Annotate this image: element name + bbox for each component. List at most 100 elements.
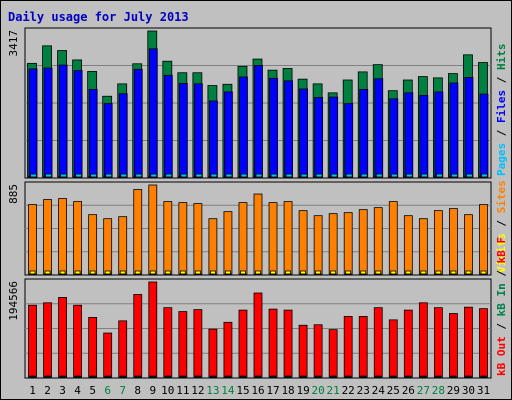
bar-files-6 (103, 103, 113, 178)
legend-separator: / (495, 316, 508, 336)
bar-visits-4 (74, 270, 81, 275)
bar-kb-in-16 (255, 375, 261, 378)
bar-sites-29 (449, 208, 458, 275)
bar-kb-f-30 (464, 306, 473, 378)
x-tick-label-30: 30 (462, 384, 475, 397)
bar-files-18 (284, 80, 293, 178)
bar-kb-in-3 (59, 375, 66, 378)
bar-visits-1 (29, 270, 36, 275)
bar-files-10 (163, 74, 173, 178)
bar-kb-f-31 (479, 308, 488, 378)
bar-pages-18 (285, 173, 293, 178)
bar-pages-20 (315, 173, 323, 178)
bar-kb-in-15 (240, 375, 246, 378)
bar-files-25 (389, 98, 399, 178)
bar-kb-f-26 (403, 309, 413, 378)
bar-sites-2 (43, 199, 52, 275)
bar-sites-23 (358, 209, 368, 275)
bar-sites-16 (253, 193, 263, 275)
bar-pages-23 (360, 173, 368, 178)
x-tick-label-5: 5 (89, 384, 96, 397)
bar-files-13 (209, 100, 218, 178)
bar-kb-f-8 (133, 294, 143, 378)
bar-files-4 (73, 70, 83, 178)
bar-kb-in-4 (74, 375, 81, 378)
bar-files-1 (28, 68, 38, 178)
bar-visits-22 (345, 270, 352, 275)
bar-kb-f-14 (223, 321, 233, 378)
bar-kb-f-2 (43, 302, 52, 378)
x-tick-label-10: 10 (161, 384, 174, 397)
bar-visits-19 (300, 270, 306, 275)
bar-kb-f-23 (358, 316, 368, 378)
bar-sites-21 (328, 213, 338, 275)
bar-kb-in-31 (480, 375, 487, 378)
bar-kb-f-3 (58, 297, 67, 378)
bar-visits-2 (44, 270, 51, 275)
bar-visits-26 (405, 270, 412, 275)
x-tick-label-16: 16 (251, 384, 264, 397)
legend-entry-visits: Visits (495, 233, 508, 273)
bar-pages-25 (390, 173, 398, 178)
x-tick-label-12: 12 (191, 384, 204, 397)
bar-visits-18 (285, 270, 291, 275)
bar-sites-26 (403, 215, 413, 275)
x-tick-label-21: 21 (327, 384, 340, 397)
bar-kb-f-12 (193, 309, 203, 378)
bar-visits-8 (134, 270, 141, 275)
bar-kb-in-22 (345, 375, 352, 378)
bar-kb-in-6 (104, 375, 111, 378)
bar-visits-10 (164, 270, 171, 275)
panel-hits-files-pages: 3417 Pages / Files / Hits (7, 27, 508, 179)
bar-sites-14 (223, 211, 233, 275)
bar-files-31 (479, 93, 489, 178)
x-tick-label-13: 13 (206, 384, 219, 397)
legend-separator: / (495, 213, 508, 233)
bar-visits-25 (390, 270, 397, 275)
x-tick-label-8: 8 (134, 384, 141, 397)
legend-entry-sites: Sites (495, 180, 508, 213)
y-max-label: 3417 (7, 30, 20, 57)
bar-files-16 (254, 65, 263, 178)
bar-pages-4 (75, 173, 83, 178)
bar-kb-f-1 (28, 304, 37, 378)
bar-kb-f-7 (118, 320, 128, 378)
panel-kbytes: 194566 kB Out / kB In / kB F (7, 237, 508, 379)
bar-pages-12 (195, 173, 203, 178)
bar-visits-13 (210, 270, 216, 275)
bar-pages-8 (135, 173, 143, 178)
bar-sites-12 (193, 203, 203, 275)
bar-kb-in-9 (149, 375, 156, 378)
x-tick-label-25: 25 (387, 384, 400, 397)
bar-kb-in-1 (29, 375, 36, 378)
x-tick-label-23: 23 (357, 384, 370, 397)
bar-kb-in-11 (179, 375, 186, 378)
bar-files-27 (419, 94, 429, 178)
legend-sites-visits: Visits / Sites (495, 180, 508, 273)
legend-entry-kb_in: kB In (495, 283, 508, 316)
bar-sites-31 (479, 204, 488, 275)
legend-separator: / (495, 70, 508, 90)
bar-kb-in-20 (315, 375, 322, 378)
bar-pages-17 (270, 173, 278, 178)
bar-sites-4 (73, 201, 83, 275)
bar-kb-f-4 (73, 304, 83, 378)
bar-kb-f-5 (88, 317, 98, 378)
legend-separator: / (495, 123, 508, 143)
bar-pages-10 (165, 173, 173, 178)
bar-sites-6 (103, 218, 113, 275)
bar-pages-2 (45, 173, 52, 178)
bar-visits-14 (225, 270, 231, 275)
bar-files-2 (43, 67, 53, 178)
bar-sites-22 (343, 212, 353, 275)
chart-title: Daily usage for July 2013 (8, 10, 189, 24)
bar-visits-7 (119, 270, 126, 275)
bar-kb-f-16 (253, 292, 263, 378)
bar-sites-18 (283, 201, 293, 275)
bar-pages-1 (30, 173, 37, 178)
bar-files-14 (224, 91, 233, 178)
x-tick-label-9: 9 (149, 384, 156, 397)
bar-pages-19 (300, 173, 308, 178)
bar-files-30 (464, 77, 474, 178)
x-tick-label-29: 29 (447, 384, 460, 397)
